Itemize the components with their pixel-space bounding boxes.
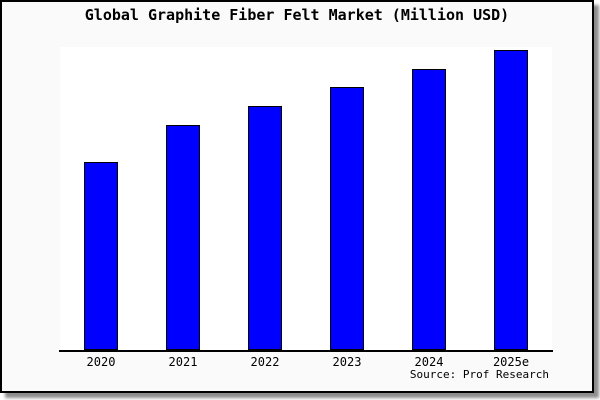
x-tick-label-2024: 2024 (414, 355, 444, 369)
x-tick-label-2023: 2023 (332, 355, 362, 369)
bar-2023 (330, 86, 364, 350)
x-tick-label-2025e: 2025e (492, 355, 530, 369)
bar-2025e (494, 50, 528, 350)
x-axis-line (59, 350, 553, 352)
bar-2024 (412, 68, 446, 350)
bar-2020 (84, 161, 118, 350)
x-tick-label-2020: 2020 (86, 355, 116, 369)
x-tick-label-2021: 2021 (168, 355, 198, 369)
bar-2022 (248, 106, 282, 350)
plot-area (60, 47, 552, 350)
chart-title: Global Graphite Fiber Felt Market (Milli… (84, 6, 510, 24)
bar-2021 (166, 125, 200, 350)
x-tick-label-2022: 2022 (250, 355, 280, 369)
source-credit: Source: Prof Research (409, 368, 549, 381)
chart-card: Global Graphite Fiber Felt Market (Milli… (0, 0, 594, 393)
